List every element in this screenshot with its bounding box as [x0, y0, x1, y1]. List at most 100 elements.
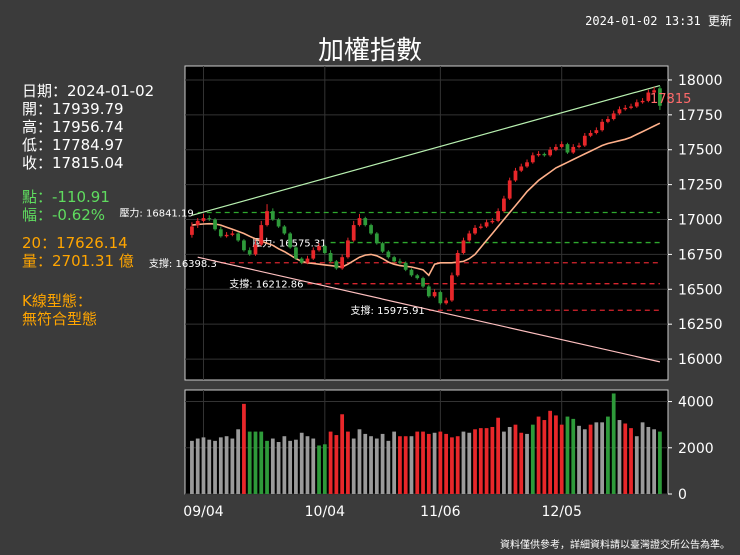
info-high: 高：17956.74 [22, 118, 124, 136]
candle-body [265, 211, 269, 226]
candle-body [432, 292, 437, 297]
price-tick-label: 16000 [678, 352, 723, 368]
volume-bar [519, 432, 524, 494]
resistance-label: 壓力: 16841.19 [119, 207, 193, 220]
volume-bar [380, 433, 385, 494]
volume-bar [496, 417, 501, 494]
volume-bar [634, 436, 639, 494]
candle-body [299, 258, 304, 263]
candle-body [346, 240, 350, 258]
volume-bar [473, 429, 477, 494]
candle-body [473, 227, 477, 234]
volume-bar [190, 440, 194, 494]
candle-body [571, 146, 576, 153]
volume-bar [213, 440, 217, 494]
volume-bar [282, 436, 287, 494]
volume-bar [201, 437, 206, 494]
volume-bar [415, 431, 420, 494]
pattern-title: K線型態： [22, 292, 92, 310]
candle-body [374, 233, 379, 244]
volume-bar [455, 436, 460, 494]
candle-body [288, 233, 293, 248]
volume-bar [606, 416, 610, 494]
candle-body [409, 269, 414, 276]
volume-bar [236, 429, 241, 494]
date-tick-label: 12/05 [542, 504, 582, 520]
volume-bar [357, 429, 362, 494]
candle-body [565, 144, 570, 153]
candle-body [363, 218, 368, 226]
upper-trendline [191, 84, 661, 216]
volume-bar [467, 432, 472, 494]
volume-bar [594, 422, 599, 494]
price-tick-label: 16750 [678, 247, 723, 263]
volume-bar [207, 439, 212, 494]
volume-bar [548, 410, 553, 494]
candle-body [282, 226, 287, 234]
volume-bar [629, 428, 633, 494]
candle-body [646, 92, 651, 101]
candle-body [398, 261, 402, 263]
info-points: 點：-110.91 [22, 188, 110, 206]
info-low: 低：17784.97 [22, 136, 124, 154]
volume-bar [565, 416, 570, 494]
candle-body [490, 220, 495, 223]
candle-body [311, 250, 316, 259]
volume-bar [478, 428, 483, 494]
candle-body [594, 130, 599, 133]
candle-body [201, 218, 206, 221]
pattern-value: 無符合型態 [22, 310, 98, 328]
volume-bar [288, 440, 293, 494]
candle-body [415, 275, 420, 279]
candle-body [444, 300, 449, 304]
volume-bar [294, 439, 298, 494]
date-tick-label: 11/06 [420, 504, 460, 520]
price-tick-label: 18000 [678, 73, 723, 89]
volume-bar [530, 424, 535, 494]
volume-bar [218, 437, 223, 494]
candle-body [426, 286, 431, 297]
volume-bar [611, 393, 616, 494]
volume-bar [374, 438, 379, 494]
candle-body [403, 262, 408, 270]
volume-bar [311, 438, 316, 494]
volume-bar [432, 432, 437, 494]
volume-bar [559, 424, 564, 494]
volume-bar [247, 431, 252, 494]
volume-bar [224, 436, 229, 494]
volume-bar [450, 437, 454, 494]
volume-bar [617, 420, 622, 494]
volume-bar [334, 435, 339, 494]
candle-body [617, 109, 622, 114]
volume-bar [299, 432, 304, 494]
candle-body [484, 222, 489, 227]
candle-body [658, 88, 662, 106]
chart-title: 加權指數 [317, 36, 422, 66]
volume-bar [351, 438, 356, 494]
candle-body [652, 90, 657, 93]
candle-body [600, 121, 605, 131]
candle-body [513, 170, 518, 181]
candle-body [369, 225, 373, 234]
volume-bar [444, 433, 449, 494]
candle-body [530, 155, 535, 163]
volume-bar [461, 431, 466, 494]
volume-bar [305, 436, 310, 494]
volume-bar [623, 423, 628, 494]
candle-body [195, 220, 200, 226]
volume-bar [242, 403, 246, 494]
candle-body [502, 198, 506, 212]
volume-bar [363, 433, 368, 494]
volume-bar [369, 436, 373, 494]
volume-bar [195, 438, 200, 494]
price-tick-label: 17250 [678, 178, 723, 194]
candle-body [455, 253, 460, 276]
candle-body [536, 153, 541, 156]
price-tick-label: 16500 [678, 282, 723, 298]
support-label: 支撐: 15975.91 [351, 304, 425, 317]
volume-bar [490, 426, 495, 494]
volume-bar [588, 424, 593, 494]
candle-body [461, 240, 466, 254]
disclaimer: 資料僅供參考，詳細資料請以臺灣證交所公告為準。 [500, 540, 730, 551]
volume-bar [253, 431, 258, 494]
